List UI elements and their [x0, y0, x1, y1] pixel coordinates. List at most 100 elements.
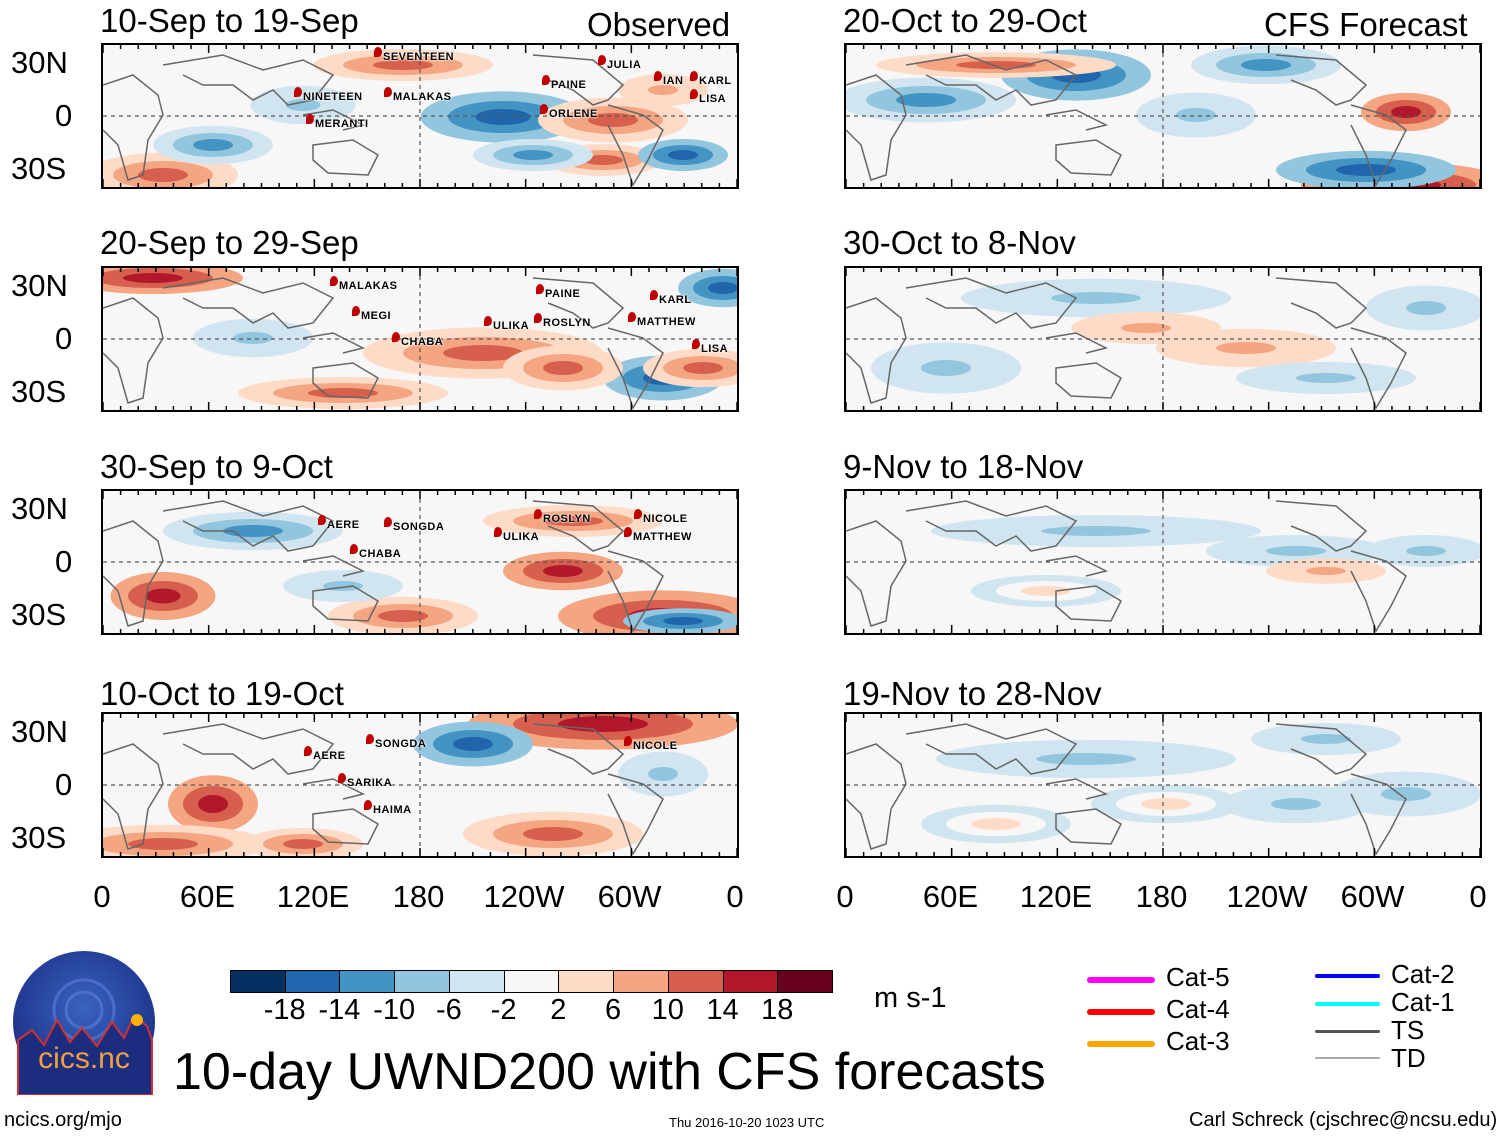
anomaly-core [198, 795, 228, 813]
footer-timestamp: Thu 2016-10-20 1023 UTC [669, 1115, 825, 1130]
anomaly-core [193, 139, 233, 151]
longitude-label: 0 [836, 879, 854, 914]
colorbar-swatch [284, 970, 341, 993]
anomaly-core [543, 565, 583, 577]
anomaly-core [683, 362, 723, 374]
storm-label: HAIMA [364, 800, 412, 816]
legend-label: Cat-1 [1391, 987, 1455, 1017]
cfs-forecast-label: CFS Forecast [1264, 6, 1468, 43]
anomaly-core [1271, 798, 1321, 810]
storm-label: CHABA [349, 544, 402, 560]
latitude-label: 30S [11, 597, 67, 632]
anomaly-core [543, 361, 583, 375]
legend-line [1315, 1057, 1380, 1059]
anomaly-core [1406, 301, 1446, 315]
storm-label: ULIKA [493, 527, 540, 543]
storm-label: MERANTI [306, 114, 369, 130]
coastlines [846, 277, 1407, 410]
colorbar-swatch [230, 970, 286, 993]
longitude-label: 120W [483, 879, 565, 914]
map-panel: AERE CHABA SONGDA ULIKA ROSLYN NICOLE MATTHEW [101, 489, 739, 635]
colorbar-tick-label: -14 [318, 994, 361, 1026]
panel-title: 9-Nov to 18-Nov [843, 448, 1084, 485]
map-panel [844, 266, 1482, 412]
storm-label: LISA [689, 89, 727, 105]
storm-label: MALAKAS [384, 87, 452, 103]
footer-url[interactable]: ncics.org/mjo [4, 1109, 122, 1131]
panel-title: 30-Sep to 9-Oct [100, 448, 333, 485]
storm-label: SONGDA [365, 734, 427, 750]
anomaly-core [1301, 734, 1351, 744]
anomaly-core [453, 737, 493, 751]
panel-title: 19-Nov to 28-Nov [843, 675, 1102, 712]
storm-label: KARL [690, 71, 732, 87]
anomaly-core [1391, 106, 1421, 118]
storm-label: JULIA [597, 55, 642, 71]
longitude-label: 60E [179, 879, 236, 914]
storm-label: SARIKA [337, 773, 393, 789]
anomaly-core [543, 516, 603, 526]
anomaly-core [1041, 526, 1151, 536]
longitude-label: 120E [1019, 879, 1093, 914]
footer-author: Carl Schreck (cjschrec@ncsu.edu) [1189, 1109, 1498, 1131]
storm-label: NINETEEN [294, 87, 363, 103]
map-panel [844, 489, 1482, 635]
colorbar-swatch [667, 970, 724, 993]
colorbar-swatch [394, 970, 450, 993]
latitude-label: 30S [11, 374, 67, 409]
storm-label: MALAKAS [330, 276, 398, 292]
anomaly-core [475, 109, 531, 125]
anomaly-core [373, 60, 433, 70]
legend-line [1315, 1002, 1380, 1006]
anomaly-core [233, 332, 273, 344]
anomaly-core [1121, 323, 1171, 333]
longitude-label: 0 [93, 879, 111, 914]
cics-logo: cics.nc [12, 950, 157, 1096]
storm-label: PAINE [535, 284, 581, 300]
coastlines [103, 500, 664, 633]
panel-title: 10-Oct to 19-Oct [100, 675, 344, 712]
anomaly-core [513, 150, 553, 160]
legend-line [1315, 974, 1380, 978]
logo-text: cics.nc [38, 1042, 130, 1075]
legend-line [1315, 1030, 1380, 1033]
legend-label: Cat-3 [1166, 1026, 1230, 1056]
anomaly-core [708, 282, 737, 294]
longitude-label: 0 [726, 879, 744, 914]
longitude-label: 60W [597, 879, 662, 914]
colorbar-tick-label: -6 [436, 994, 462, 1026]
anomaly-core [921, 360, 971, 376]
legend-line [1087, 1009, 1155, 1015]
legend-line [1087, 1041, 1155, 1047]
anomaly-core [648, 767, 678, 781]
colorbar-tick-label: 2 [550, 994, 567, 1026]
colorbar-tick-label: -18 [263, 994, 306, 1026]
anomaly-core [663, 617, 703, 625]
colorbar-units: m s-1 [874, 982, 947, 1014]
anomaly-core [283, 839, 323, 849]
latitude-label: 30N [11, 45, 68, 80]
colorbar-tick-label: 6 [605, 994, 622, 1026]
coastlines [103, 723, 664, 856]
latitude-label: 0 [55, 767, 73, 802]
anomaly-core [1241, 59, 1291, 71]
storm-label: SEVENTEEN [373, 47, 455, 63]
longitude-label: 120W [1226, 879, 1308, 914]
map-panel: SEVENTEEN NINETEEN MERANTI MALAKAS JULIA IAN K… [101, 43, 739, 189]
anomaly-core [896, 93, 956, 107]
colorbar-swatch [722, 970, 779, 993]
colorbar-swatch [777, 970, 833, 993]
anomaly-core [648, 85, 678, 95]
colorbar-tick-label: -2 [490, 994, 517, 1026]
anomaly-core [138, 168, 188, 182]
anomaly-core [971, 818, 1021, 830]
colorbar-tick-label: 14 [706, 994, 739, 1026]
anomaly-core [1266, 546, 1326, 556]
map-panel: MALAKAS MEGI CHABA PAINE ROSLYN ULIKA KARL MATT… [101, 266, 739, 412]
legend-line [1087, 977, 1155, 983]
anomaly-core [145, 588, 181, 604]
storm-label: KARL [650, 290, 692, 306]
observed-label: Observed [587, 6, 731, 43]
legend-label: TS [1391, 1015, 1425, 1045]
anomaly-core [123, 273, 183, 283]
